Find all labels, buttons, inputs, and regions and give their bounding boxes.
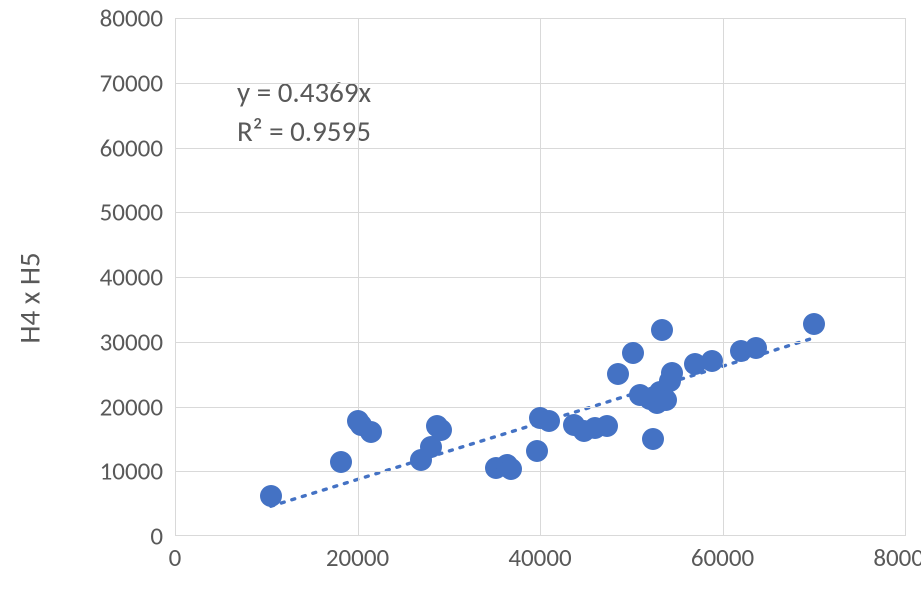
x-tick-label: 20000	[326, 542, 389, 573]
data-point	[745, 337, 767, 359]
y-tick-label: 70000	[100, 67, 163, 98]
gridline-horizontal	[175, 83, 905, 84]
y-tick-label: 40000	[100, 262, 163, 293]
gridline-horizontal	[175, 471, 905, 472]
x-tick-label: 80000	[873, 542, 921, 573]
data-point	[500, 458, 522, 480]
y-axis-label: H4 x H5	[0, 0, 60, 596]
scatter-chart: H4 x H5 y = 0.4369x R² = 0.9595 02000040…	[0, 0, 921, 596]
data-point	[538, 410, 560, 432]
data-point	[655, 389, 677, 411]
y-tick-label: 80000	[100, 3, 163, 34]
data-point	[330, 451, 352, 473]
data-point	[803, 313, 825, 335]
data-point	[430, 419, 452, 441]
x-tick-label: 0	[169, 542, 182, 573]
gridline-horizontal	[175, 18, 905, 19]
data-point	[607, 363, 629, 385]
regression-annotation: y = 0.4369x R² = 0.9595	[237, 73, 371, 151]
y-tick-label: 0	[150, 521, 163, 552]
plot-area: y = 0.4369x R² = 0.9595 0200004000060000…	[175, 18, 905, 536]
data-point	[260, 485, 282, 507]
data-point	[622, 342, 644, 364]
y-tick-label: 20000	[100, 391, 163, 422]
y-axis-label-text: H4 x H5	[12, 252, 48, 343]
y-tick-label: 10000	[100, 456, 163, 487]
data-point	[360, 421, 382, 443]
data-point	[661, 362, 683, 384]
x-tick-label: 40000	[508, 542, 571, 573]
gridline-horizontal	[175, 148, 905, 149]
y-tick-label: 50000	[100, 197, 163, 228]
data-point	[642, 428, 664, 450]
r-squared-text: R² = 0.9595	[237, 112, 371, 151]
gridline-horizontal	[175, 342, 905, 343]
data-point	[651, 319, 673, 341]
data-point	[596, 415, 618, 437]
y-tick-label: 30000	[100, 326, 163, 357]
gridline-vertical	[905, 18, 906, 536]
gridline-horizontal	[175, 212, 905, 213]
equation-text: y = 0.4369x	[237, 73, 371, 112]
gridline-horizontal	[175, 277, 905, 278]
y-tick-label: 60000	[100, 132, 163, 163]
data-point	[701, 350, 723, 372]
data-point	[526, 440, 548, 462]
x-tick-label: 60000	[691, 542, 754, 573]
